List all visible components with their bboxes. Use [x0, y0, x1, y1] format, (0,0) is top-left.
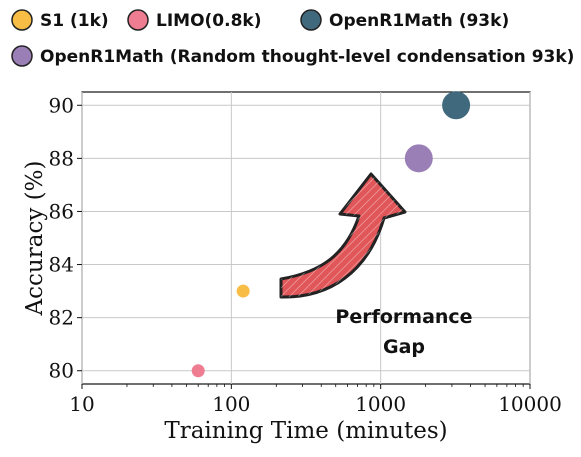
- data-point-s1: [236, 284, 250, 298]
- arrow-hatching: [281, 174, 405, 298]
- legend-label-openr1: OpenR1Math (93k): [329, 11, 509, 31]
- y-tick-label: 82: [49, 306, 74, 330]
- x-tick-label: 10000: [498, 392, 562, 416]
- annotation-line-1: Performance: [335, 306, 472, 328]
- plot-area: 80 82 84 86 88 90 10 100 1000 10000 Performance G…: [49, 91, 562, 416]
- y-tick-label: 80: [49, 359, 74, 383]
- x-tick-label: 1000: [355, 392, 406, 416]
- y-tick-label: 90: [49, 93, 74, 117]
- plot-frame: [81, 91, 531, 385]
- x-tick-label: 10: [69, 392, 94, 416]
- grid: [81, 92, 531, 384]
- data-point-limo: [191, 364, 205, 378]
- data-points: [191, 91, 471, 378]
- legend-marker-limo: [127, 9, 149, 31]
- data-point-openr1-condensed: [404, 144, 433, 173]
- annotation-arrow: [279, 172, 407, 299]
- x-axis-label: Training Time (minutes): [164, 418, 447, 444]
- ticks: 80 82 84 86 88 90 10 100 1000 10000: [49, 93, 562, 416]
- data-point-openr1: [442, 91, 471, 120]
- legend-marker-openr1-condensed: [11, 45, 33, 67]
- y-axis-label: Accuracy (%): [22, 161, 48, 317]
- x-tick-label: 100: [212, 392, 250, 416]
- y-tick-label: 84: [49, 253, 74, 277]
- y-tick-label: 86: [49, 199, 74, 223]
- legend-marker-s1: [11, 9, 33, 31]
- y-tick-label: 88: [49, 146, 74, 170]
- legend-label-s1: S1 (1k): [40, 11, 109, 31]
- annotation: Performance Gap: [335, 306, 472, 358]
- legend-label-limo: LIMO(0.8k): [156, 11, 262, 31]
- legend-marker-openr1: [300, 9, 322, 31]
- annotation-line-2: Gap: [383, 336, 425, 358]
- legend-label-openr1-condensed: OpenR1Math (Random thought-level condens…: [40, 47, 574, 67]
- legend: S1 (1k) LIMO(0.8k) OpenR1Math (93k) Open…: [11, 9, 574, 67]
